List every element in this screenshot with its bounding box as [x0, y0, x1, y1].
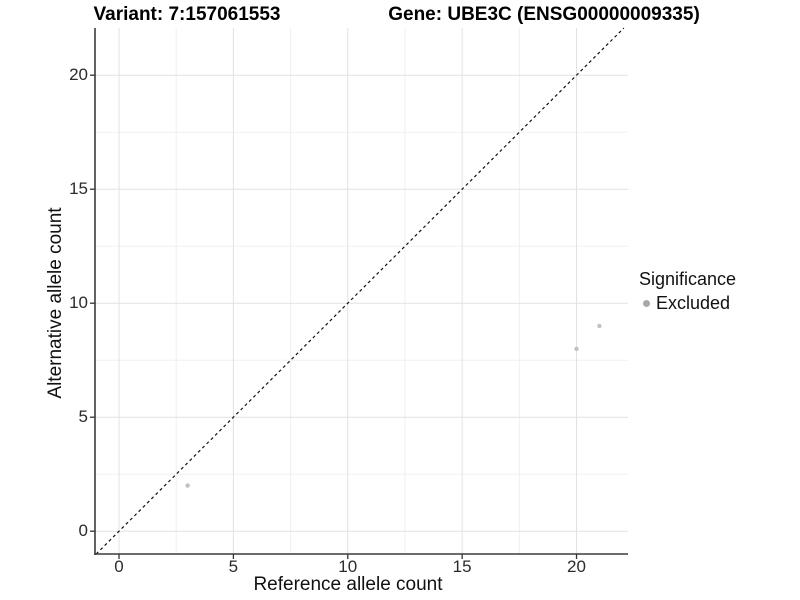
legend-entry-label: Excluded [656, 293, 731, 313]
x-tick-label: 20 [567, 557, 586, 576]
plot-title-gene: Gene: UBE3C (ENSG00000009335) [388, 4, 700, 25]
data-point-excluded [597, 323, 602, 329]
x-tick-label: 10 [338, 557, 358, 576]
y-tick-label: 20 [69, 65, 88, 85]
y-tick-label: 15 [69, 179, 88, 199]
legend-key-point-icon [643, 300, 650, 307]
x-axis-title: Reference allele count [253, 574, 443, 595]
legend: Significance Excluded [639, 269, 736, 314]
x-tick-label: 15 [452, 557, 472, 576]
legend-title: Significance [639, 269, 737, 289]
y-tick-label: 5 [78, 407, 88, 427]
y-tick-label: 0 [78, 521, 88, 541]
y-tick-label: 10 [69, 293, 88, 313]
y-axis-title: Alternative allele count [45, 207, 66, 399]
identity-dashed-line [95, 27, 625, 555]
x-tick-label: 5 [228, 557, 239, 576]
legend-entry-excluded: Excluded [639, 293, 736, 314]
data-point-excluded [185, 483, 190, 488]
data-point-excluded [574, 346, 579, 351]
plot-title-variant: Variant: 7:157061553 [93, 4, 281, 25]
x-tick-label: 0 [114, 557, 124, 576]
